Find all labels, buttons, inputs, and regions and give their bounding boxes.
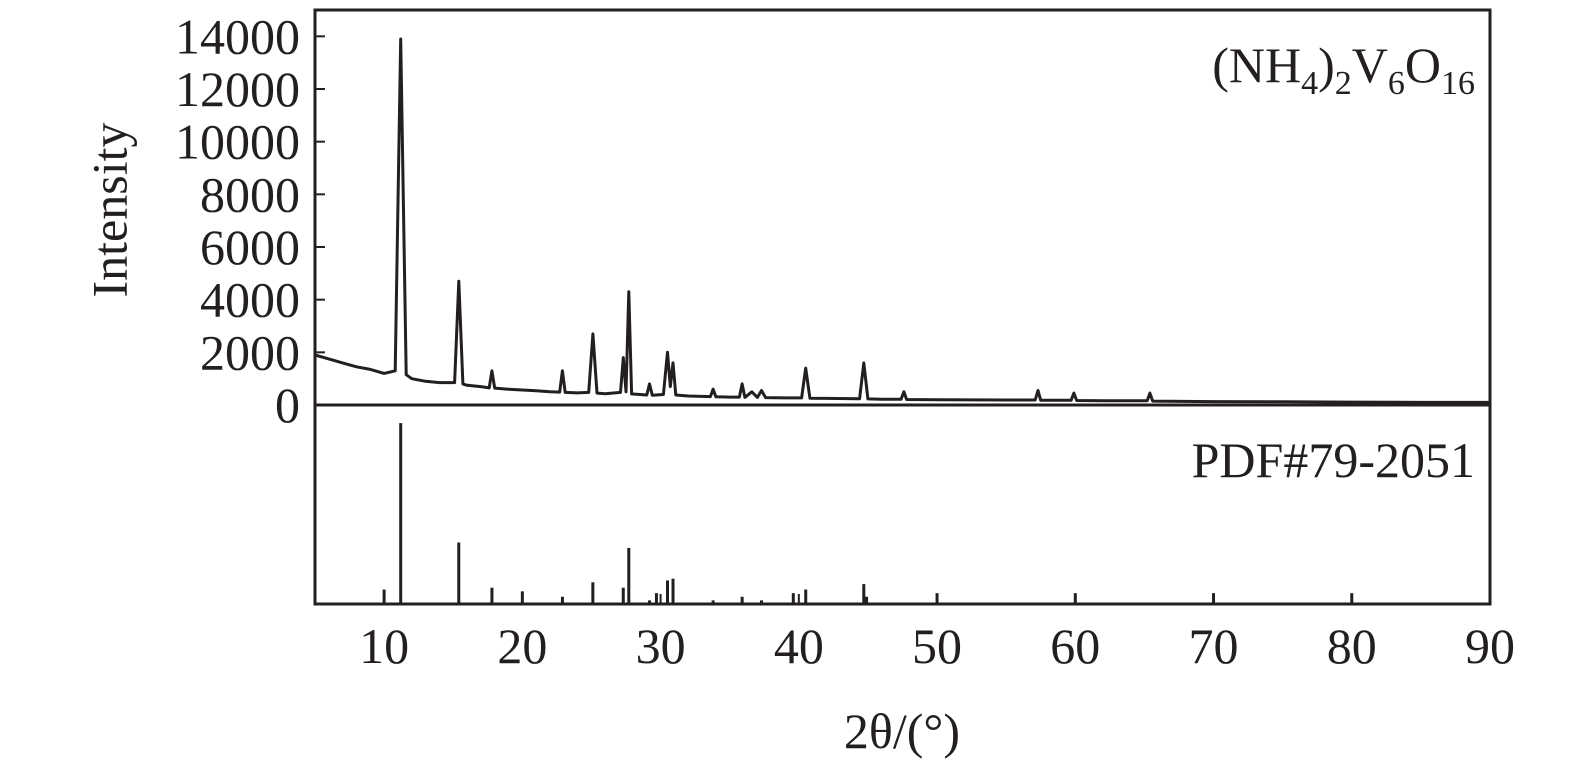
y-tick-label: 0 (275, 377, 300, 433)
y-tick-label: 2000 (200, 324, 300, 380)
xrd-pattern (314, 37, 1490, 404)
y-tick-label: 4000 (200, 272, 300, 328)
x-axis-label: 2θ/(°) (844, 703, 960, 759)
x-tick-label: 90 (1465, 618, 1515, 674)
y-tick-label: 12000 (175, 61, 300, 117)
x-tick-label: 60 (1050, 618, 1100, 674)
x-tick-label: 80 (1327, 618, 1377, 674)
y-tick-label: 14000 (175, 8, 300, 64)
panel-label: PDF#79-2051 (1192, 432, 1475, 488)
x-tick-label: 10 (359, 618, 409, 674)
panel-label: (NH4)2V6O16 (1212, 37, 1475, 102)
y-tick-label: 6000 (200, 219, 300, 275)
x-tick-label: 20 (497, 618, 547, 674)
x-tick-label: 70 (1189, 618, 1239, 674)
x-tick-label: 50 (912, 618, 962, 674)
x-tick-label: 40 (774, 618, 824, 674)
y-tick-label: 10000 (175, 114, 300, 170)
y-axis-label: Intensity (81, 123, 137, 298)
plot-frame (313, 8, 1492, 606)
y-tick-label: 8000 (200, 166, 300, 222)
x-tick-label: 30 (636, 618, 686, 674)
